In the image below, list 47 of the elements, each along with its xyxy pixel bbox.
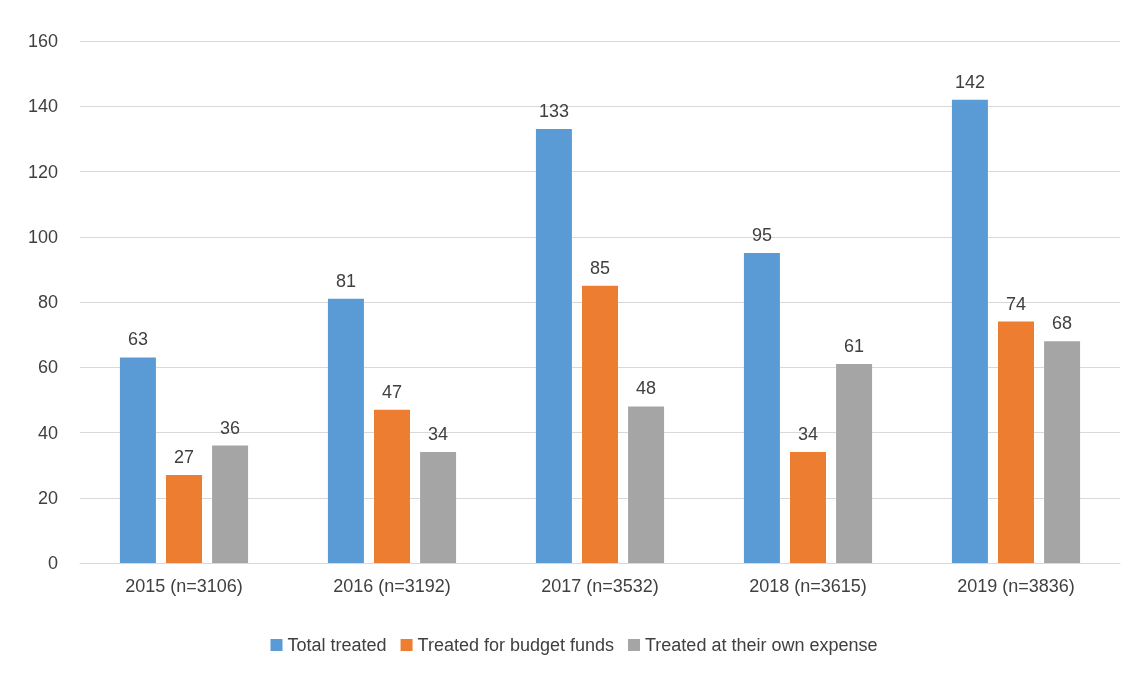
legend-label: Treated for budget funds <box>417 635 615 655</box>
bar <box>212 445 249 563</box>
y-tick-label: 120 <box>27 161 58 182</box>
bar <box>374 409 410 563</box>
bar <box>582 285 618 563</box>
bar <box>166 474 202 563</box>
data-label: 68 <box>1052 313 1073 334</box>
x-tick-label: 2019 (n=3836) <box>957 576 1075 596</box>
data-label: 142 <box>954 71 985 92</box>
y-tick-label: 160 <box>27 31 58 51</box>
data-label: 133 <box>538 101 569 122</box>
data-label: 61 <box>844 335 865 356</box>
bar <box>836 363 873 563</box>
bar <box>1044 341 1081 563</box>
y-tick-label: 40 <box>37 422 58 443</box>
data-label: 48 <box>636 378 657 399</box>
bar <box>790 452 826 563</box>
bar <box>951 99 988 563</box>
legend-label: Treated at their own expense <box>645 635 878 655</box>
legend-label: Total treated <box>287 635 387 655</box>
data-label: 85 <box>589 257 611 278</box>
y-tick-label: 100 <box>27 226 58 247</box>
data-label: 34 <box>428 424 449 445</box>
bar <box>119 357 156 563</box>
data-label: 63 <box>127 329 148 350</box>
y-tick-label: 140 <box>27 96 58 117</box>
data-label: 81 <box>335 270 356 291</box>
x-tick-label: 2015 (n=3106) <box>125 576 243 596</box>
x-tick-label: 2016 (n=3192) <box>333 576 451 596</box>
bar <box>535 129 572 563</box>
x-tick-label: 2017 (n=3532) <box>541 576 659 596</box>
bar <box>420 452 457 563</box>
x-tick-label: 2018 (n=3615) <box>749 576 867 596</box>
data-label: 34 <box>797 424 819 445</box>
bar <box>998 321 1034 563</box>
bar <box>743 253 780 563</box>
y-tick-label: 60 <box>37 357 58 378</box>
data-label: 95 <box>751 225 772 246</box>
data-label: 36 <box>220 417 241 438</box>
y-tick-label: 0 <box>47 553 58 573</box>
data-label: 27 <box>173 446 195 467</box>
bar <box>628 406 665 563</box>
data-label: 47 <box>381 381 403 402</box>
bar <box>327 298 364 563</box>
data-label: 74 <box>1005 293 1027 314</box>
y-tick-label: 80 <box>37 292 58 312</box>
y-tick-label: 20 <box>37 487 58 508</box>
